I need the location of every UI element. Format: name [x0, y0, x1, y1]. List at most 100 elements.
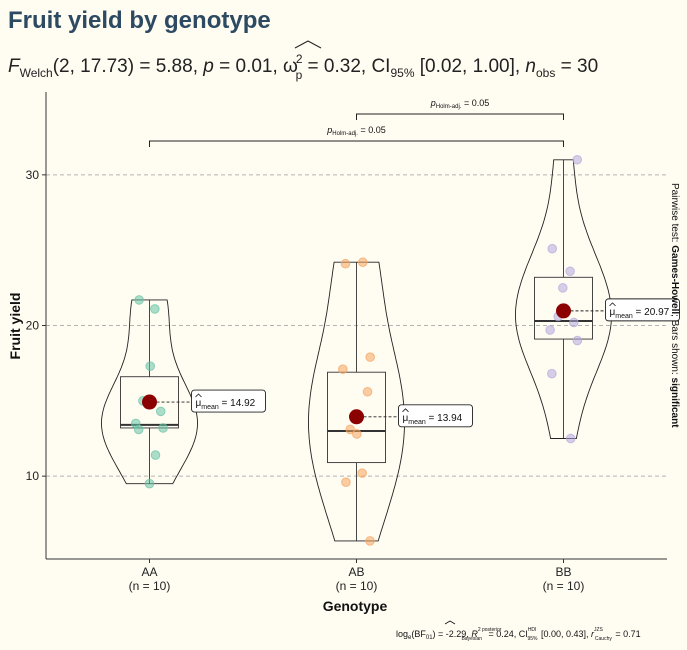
effsize-hat-mark	[294, 40, 322, 49]
side-label-mid: ; Bars shown:	[669, 314, 680, 377]
chart-title: Fruit yield by genotype	[8, 7, 271, 34]
data-point-AB	[340, 258, 351, 269]
caption-bf-paren: (BF	[411, 629, 426, 639]
data-point-AA	[150, 304, 160, 314]
caption-ci-sub: 95%	[527, 636, 538, 642]
data-point-AB	[338, 364, 348, 374]
data-point-AB	[362, 386, 373, 397]
data-point-BB	[545, 325, 555, 335]
x-axis-title: Genotype	[323, 598, 388, 614]
subtitle-df: (2, 17.73)	[53, 56, 134, 77]
mean-sub: mean	[201, 404, 219, 411]
caption-bf-base: e	[408, 635, 412, 641]
data-point-BB	[565, 266, 575, 277]
data-point-AA	[130, 418, 141, 429]
mean-label-box-BB	[605, 298, 680, 322]
data-point-AA	[150, 450, 161, 460]
x-tick-n-AB: (n = 10)	[336, 579, 378, 593]
subtitle-stat-value: = 5.88,	[134, 56, 203, 77]
data-point-BB	[572, 335, 583, 346]
y-tick-label: 20	[26, 319, 40, 333]
bracket-layer: pHolm-adj. = 0.05 pHolm-adj. = 0.05	[149, 98, 564, 147]
mean-value: = 20.97	[633, 307, 670, 318]
subtitle-ci-value: [0.02, 1.00],	[415, 56, 526, 77]
point-layer	[130, 154, 583, 546]
mean-value: = 14.92	[219, 398, 256, 409]
subtitle-ci-sub: 95%	[390, 66, 414, 80]
mean-symbol: μ	[610, 307, 616, 318]
mean-label-AB: μmean = 13.94	[403, 413, 463, 426]
data-point-AB	[341, 477, 351, 487]
data-point-AA	[145, 361, 156, 371]
subtitle-p-value: = 0.01,	[214, 56, 283, 77]
caption-r-value: = 0.71	[613, 629, 641, 639]
data-point-AA	[134, 295, 144, 305]
box-layer	[120, 159, 593, 541]
caption-ci-sup: HDI	[528, 627, 537, 633]
caption-r-sub: Cauchy	[595, 636, 612, 642]
box-BB	[534, 276, 593, 340]
caption-r2-value: = 0.24, CI	[486, 629, 528, 639]
subtitle-n-sub: obs	[536, 66, 555, 80]
caption-r2-symbol: R	[471, 629, 478, 639]
violin-BB	[515, 159, 612, 439]
mean-point-AB	[349, 409, 364, 425]
subtitle-stat-sub: Welch	[20, 66, 53, 80]
caption-bf-prefix: log	[396, 629, 408, 639]
caption-r-sup: JZS	[594, 627, 604, 633]
data-point-BB	[558, 283, 568, 293]
mean-hat-mark-AA	[195, 393, 202, 398]
bracket-p-sub: Holm-adj.	[436, 104, 462, 110]
pairwise-bracket	[356, 113, 564, 120]
caption-r2-sup: 2 posterior	[478, 627, 502, 633]
bracket-p-sub: Holm-adj.	[332, 131, 358, 137]
y-tick-layer: 10 20 30	[26, 168, 46, 483]
subtitle-effsize-symbol: ω	[283, 56, 298, 77]
caption-r2-sub: Bayesian	[461, 636, 482, 642]
pairwise-bracket-label: pHolm-adj. = 0.05	[326, 125, 385, 137]
data-point-AA	[144, 478, 155, 489]
data-point-BB	[569, 317, 579, 328]
mean-symbol: μ	[196, 398, 202, 409]
mean-value: = 13.94	[426, 413, 463, 424]
mean-label-box-AB	[398, 404, 473, 428]
data-point-AB	[365, 352, 375, 362]
x-tick-n-BB: (n = 10)	[543, 579, 585, 593]
x-tick-label-BB: BB	[555, 565, 571, 579]
data-point-AB	[358, 257, 368, 268]
x-tick-label-AA: AA	[141, 565, 157, 579]
violin-AA	[101, 299, 198, 485]
caption-bf-value: ) = -2.29,	[433, 629, 472, 639]
mean-label-AA: μmean = 14.92	[196, 398, 256, 411]
data-point-BB	[547, 368, 557, 379]
caption-ci-value: [0.00, 0.43],	[538, 629, 591, 639]
data-point-BB	[572, 154, 583, 165]
subtitle-p-symbol: p	[202, 56, 214, 77]
mean-sub: mean	[615, 313, 633, 320]
mean-label-box-AA	[191, 389, 266, 413]
data-point-AA	[158, 423, 168, 433]
mean-hat-mark-AB	[402, 408, 409, 413]
mean-label-BB: μmean = 20.97	[610, 307, 670, 320]
subtitle-stat-symbol: F	[8, 56, 21, 77]
pairwise-bracket	[149, 140, 564, 147]
chart-subtitle: FWelch(2, 17.73) = 5.88, p = 0.01, ω2 p =…	[8, 52, 598, 82]
data-point-AB	[345, 424, 356, 435]
side-label-prefix: Pairwise test:	[669, 183, 680, 245]
data-point-AB	[357, 468, 367, 478]
box-AB	[327, 371, 386, 464]
caption-r-symbol: r	[591, 629, 595, 639]
violin-AB	[308, 261, 405, 542]
bracket-p-symbol: p	[326, 125, 332, 135]
y-axis-title: Fruit yield	[7, 293, 23, 360]
bayes-caption: loge(BF01) = -2.29, R2 posterior Bayesian…	[396, 627, 641, 642]
pairwise-bracket-label: pHolm-adj. = 0.05	[430, 98, 489, 110]
data-point-BB	[565, 433, 576, 444]
caption-bf-sub: 01	[426, 635, 433, 641]
subtitle-n-value: = 30	[555, 56, 598, 77]
mean-sub: mean	[408, 419, 426, 426]
x-tick-label-AB: AB	[348, 565, 364, 579]
